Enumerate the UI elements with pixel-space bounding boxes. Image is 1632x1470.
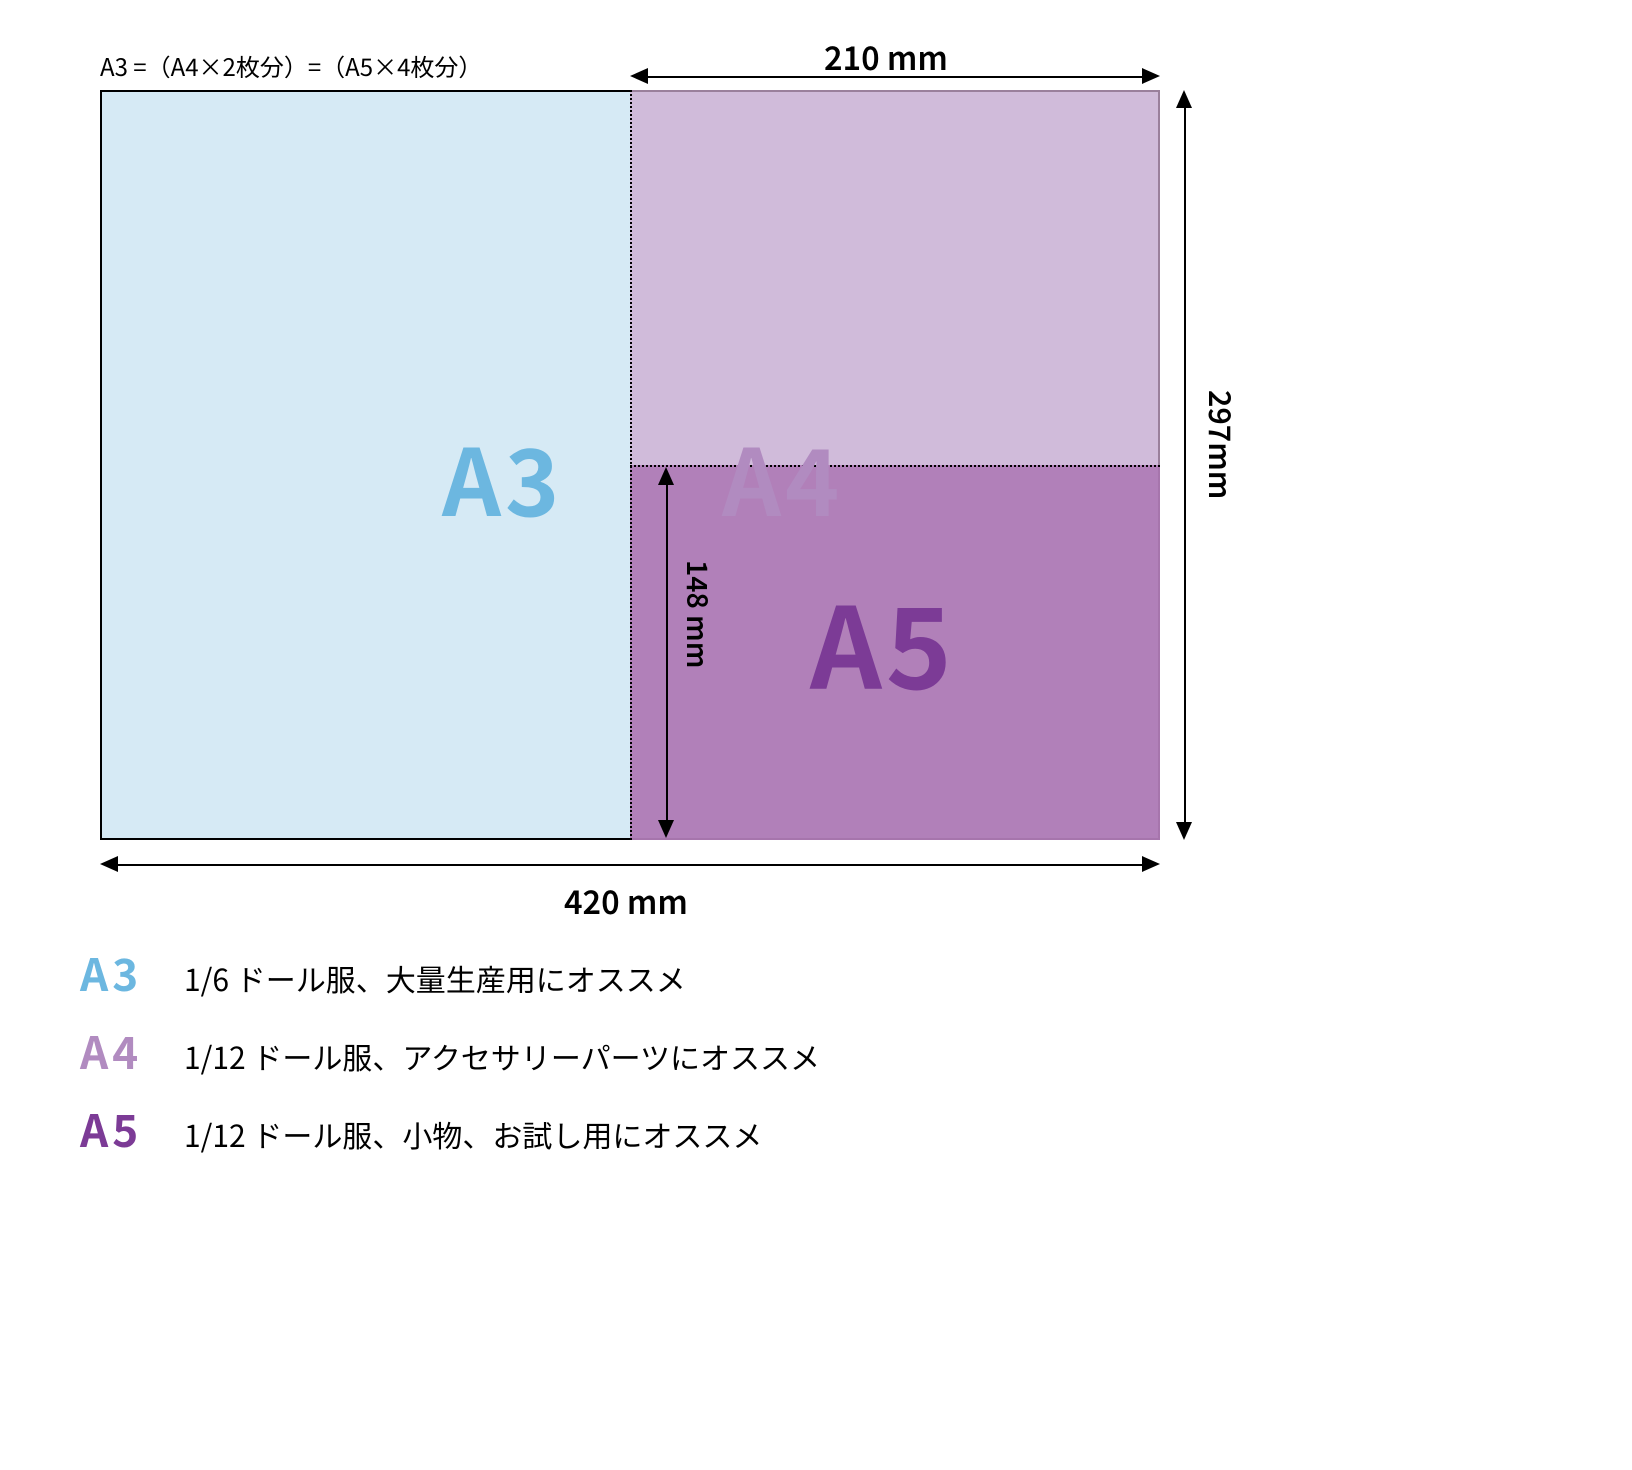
dim-bottom-arrow-r bbox=[1142, 856, 1160, 872]
a5-label: A5 bbox=[810, 560, 956, 722]
formula-caption: A3 =（A4×2枚分）=（A5×4枚分） bbox=[100, 48, 482, 83]
dim-bottom-arrow-l bbox=[100, 856, 118, 872]
legend: A3 1/6 ドール服、大量生産用にオススメ A4 1/12 ドール服、アクセサ… bbox=[80, 940, 820, 1174]
legend-row-a5: A5 1/12 ドール服、小物、お試し用にオススメ bbox=[80, 1096, 820, 1160]
a3-label: A3 bbox=[442, 410, 563, 543]
legend-text-a3: 1/6 ドール服、大量生産用にオススメ bbox=[184, 956, 686, 1000]
dim-bottom-label: 420 mm bbox=[564, 878, 688, 924]
dim-right-line bbox=[1184, 100, 1186, 830]
dim-a5-arrow-down bbox=[658, 820, 674, 838]
legend-row-a3: A3 1/6 ドール服、大量生産用にオススメ bbox=[80, 940, 820, 1004]
size-diagram: A3 A4 A5 148 mm bbox=[100, 90, 1160, 840]
dim-a5-label: 148 mm bbox=[678, 560, 718, 668]
a4-label: A4 bbox=[722, 410, 843, 543]
dim-right-arrow-u bbox=[1176, 90, 1192, 108]
legend-key-a4: A4 bbox=[80, 1018, 166, 1082]
legend-key-a3: A3 bbox=[80, 940, 166, 1004]
dim-right-label: 297mm bbox=[1200, 390, 1244, 499]
dim-bottom-line bbox=[110, 864, 1150, 866]
dim-top-arrow-l bbox=[630, 68, 648, 84]
legend-key-a5: A5 bbox=[80, 1096, 166, 1160]
legend-text-a4: 1/12 ドール服、アクセサリーパーツにオススメ bbox=[184, 1034, 820, 1078]
dim-top-label: 210 mm bbox=[824, 34, 948, 80]
paper-size-diagram: A3 =（A4×2枚分）=（A5×4枚分） A3 A4 A5 148 mm 21… bbox=[0, 0, 1632, 1470]
dim-a5-arrow-up bbox=[658, 467, 674, 485]
legend-row-a4: A4 1/12 ドール服、アクセサリーパーツにオススメ bbox=[80, 1018, 820, 1082]
dim-a5-line bbox=[666, 475, 668, 830]
dim-top-arrow-r bbox=[1142, 68, 1160, 84]
legend-text-a5: 1/12 ドール服、小物、お試し用にオススメ bbox=[184, 1112, 762, 1156]
dim-right-arrow-d bbox=[1176, 822, 1192, 840]
a5-divider bbox=[630, 465, 1160, 467]
